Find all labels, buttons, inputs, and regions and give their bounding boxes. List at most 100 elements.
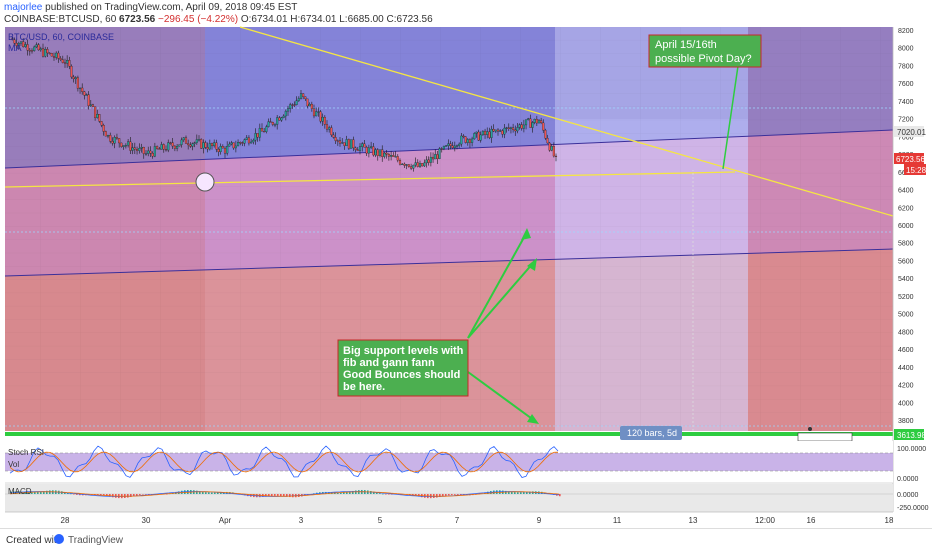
macd-bar xyxy=(136,494,138,496)
candle-body xyxy=(387,154,390,157)
candle-body xyxy=(520,124,523,129)
macd-bar xyxy=(514,492,516,494)
candle-body xyxy=(473,133,476,140)
candle-body xyxy=(129,141,132,151)
trend-lines[interactable] xyxy=(4,26,894,217)
candle-body xyxy=(158,148,161,150)
candle-body xyxy=(492,128,495,132)
candle-body xyxy=(61,59,64,63)
macd-bar xyxy=(217,492,219,494)
stoch-tick-100: 100.0000 xyxy=(897,446,926,453)
macd-bar xyxy=(109,494,111,497)
candle-body xyxy=(464,136,467,143)
macd-bar xyxy=(277,494,279,496)
candle-body xyxy=(525,119,528,126)
candle-body xyxy=(15,42,18,46)
pivot-annotation[interactable]: April 15/16th possible Pivot Day? xyxy=(648,34,762,68)
candle-body xyxy=(247,137,250,144)
macd-bar xyxy=(214,492,216,494)
candle-body xyxy=(256,133,259,138)
candle-body xyxy=(370,146,373,149)
macd-tick-0: 0.0000 xyxy=(897,492,919,499)
macd-bar xyxy=(97,494,99,495)
candle-body xyxy=(85,94,88,96)
candle-body xyxy=(96,114,99,118)
candle-body xyxy=(405,164,408,166)
stoch-rsi-pane[interactable]: Stoch RSI Vol 100.0000 0.0000 xyxy=(5,441,926,484)
time-axis[interactable]: 28 30 Apr 3 5 7 9 11 13 12:00 16 18 xyxy=(5,511,894,525)
last-price: 6723.56 xyxy=(119,14,156,25)
candle-body xyxy=(376,149,379,156)
candle-body xyxy=(354,147,357,150)
candle-body xyxy=(304,96,307,100)
macd-bar xyxy=(127,494,129,498)
candle-body xyxy=(228,143,231,147)
price-tick-label: 4000 xyxy=(898,400,914,407)
candle-body xyxy=(197,139,201,141)
macd-bar xyxy=(133,494,135,497)
price-axis[interactable]: 8200800078007600740072007000680066006400… xyxy=(892,27,932,528)
low-point-marker[interactable] xyxy=(195,172,215,192)
price-tick-label: 7200 xyxy=(898,117,914,124)
candle-body xyxy=(153,146,156,157)
macd-bar xyxy=(76,494,78,495)
tradingview-brand[interactable]: TradingView xyxy=(68,535,124,546)
price-chart[interactable]: April 15/16th possible Pivot Day? Big su… xyxy=(0,0,932,528)
candle-body xyxy=(385,152,388,155)
candle-body xyxy=(291,104,294,106)
author-link[interactable]: majorlee xyxy=(4,2,43,13)
candle-body xyxy=(149,150,152,154)
time-tick-label: 13 xyxy=(689,516,698,525)
support-level-line[interactable] xyxy=(5,432,893,436)
candle-body xyxy=(458,143,461,146)
support-trendline[interactable] xyxy=(4,171,736,188)
price-tick-label: 6000 xyxy=(898,223,914,230)
macd-bar xyxy=(379,493,381,494)
candle-body xyxy=(33,46,36,51)
candle-body xyxy=(258,128,261,138)
candle-body xyxy=(494,129,497,132)
macd-bar xyxy=(508,491,510,494)
macd-bar xyxy=(79,494,81,496)
time-tick-label: 9 xyxy=(537,516,542,525)
candle-body xyxy=(332,134,335,138)
range-label: 120 bars, 5d xyxy=(620,426,682,440)
macd-pane[interactable]: MACD 0.0000 -250.0000 xyxy=(5,484,929,512)
candle-body xyxy=(189,144,192,147)
candle-body xyxy=(438,148,441,159)
macd-bar xyxy=(445,494,447,496)
ma-legend: MA xyxy=(8,43,22,53)
candle-body xyxy=(124,145,127,147)
candle-body xyxy=(407,164,410,167)
candle-body xyxy=(308,103,311,107)
candle-body xyxy=(234,145,237,149)
macd-bar xyxy=(511,491,513,494)
footer: Created with TradingView xyxy=(0,528,932,551)
macd-bar xyxy=(166,494,168,495)
candle-body xyxy=(144,153,148,155)
candle-body xyxy=(171,142,174,147)
macd-bar xyxy=(145,494,147,495)
support-annotation[interactable]: Big support levels with fib and gann fan… xyxy=(337,339,469,397)
candle-body xyxy=(453,145,456,149)
macd-bar xyxy=(523,492,525,494)
candle-body xyxy=(365,147,368,154)
level-tag-3613-text: 3613.98 xyxy=(897,431,926,440)
price-tick-label: 6400 xyxy=(898,188,914,195)
candle-body xyxy=(74,77,77,80)
candle-body xyxy=(325,124,329,130)
candle-body xyxy=(87,94,90,106)
measure-tooltip xyxy=(797,432,853,442)
resistance-trendline[interactable] xyxy=(239,26,894,217)
candle-body xyxy=(412,164,415,169)
candle-body xyxy=(72,76,75,80)
level-tag-7020 xyxy=(894,126,924,137)
candle-body xyxy=(202,142,205,149)
candle-body xyxy=(115,137,118,139)
macd-bar xyxy=(559,494,561,497)
candle-body xyxy=(306,98,309,107)
candle-body xyxy=(460,135,463,145)
candle-body xyxy=(239,142,242,144)
pivot-note-line2: possible Pivot Day? xyxy=(655,53,752,65)
candle-body xyxy=(512,127,515,130)
